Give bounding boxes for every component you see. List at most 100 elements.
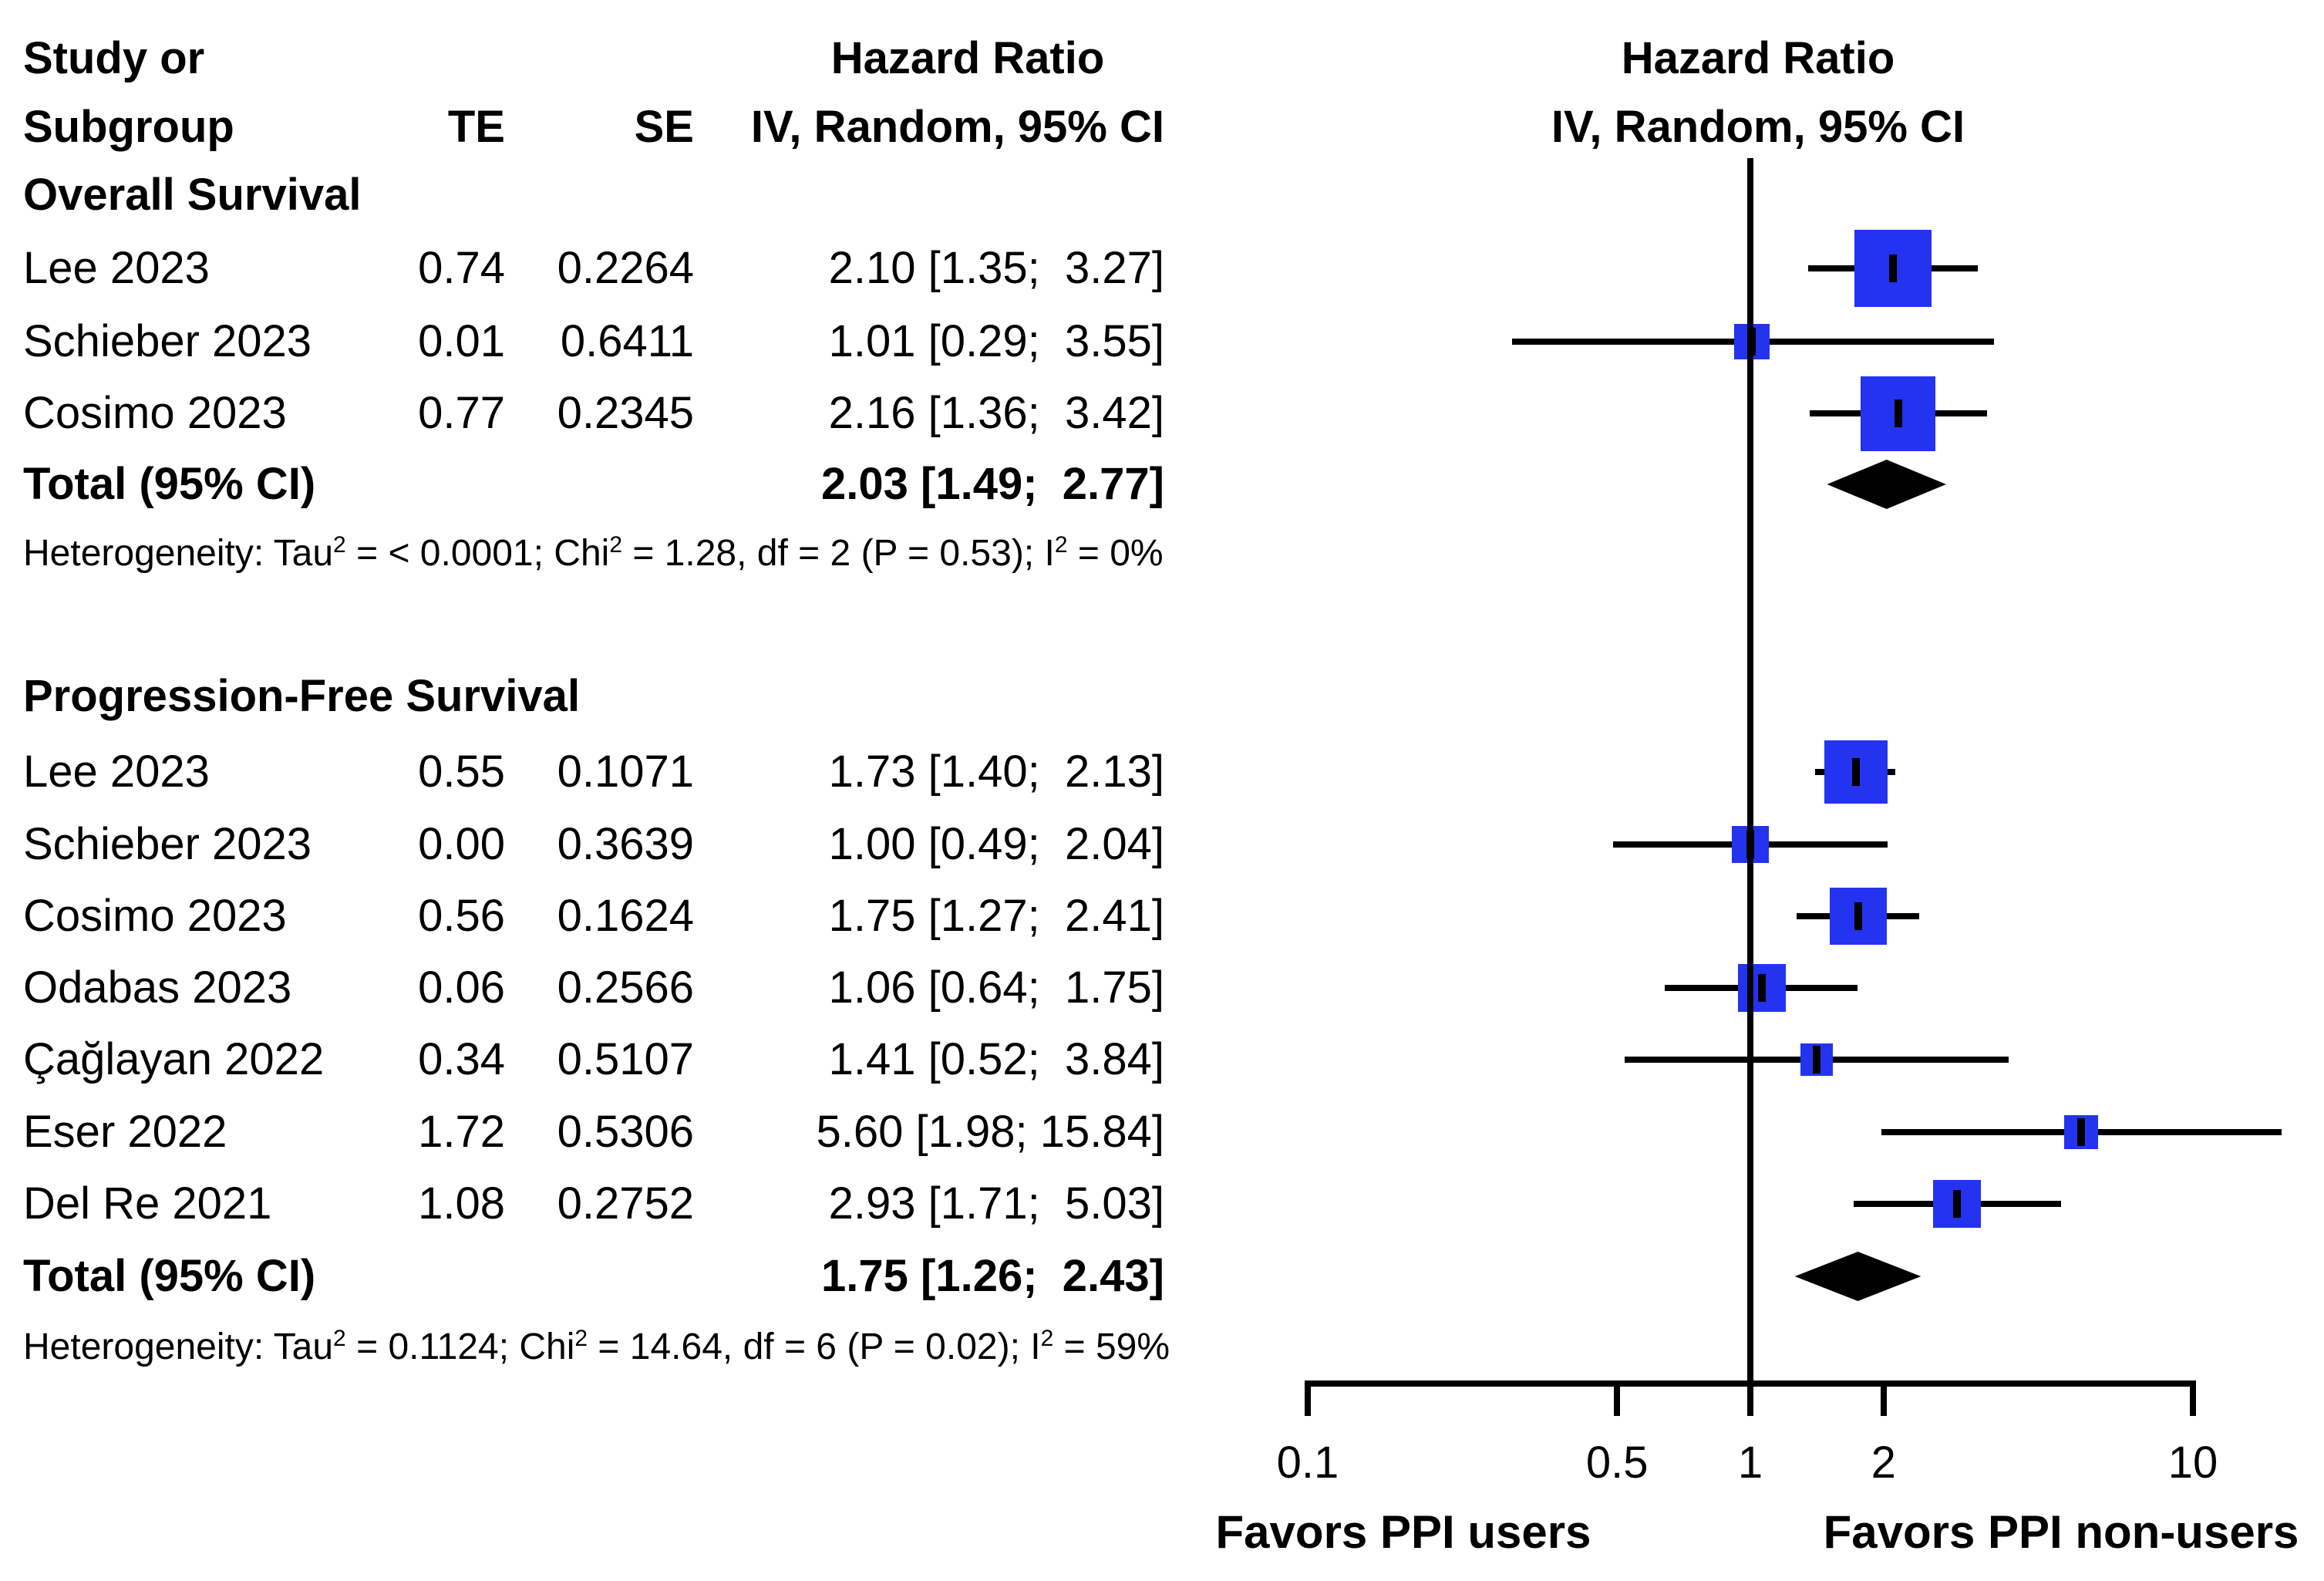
- ci-value: 1.00 [0.49; 2.04]: [828, 819, 1164, 869]
- study-row: Cosimo 2023 0.77 0.2345 2.16 [1.36; 3.42]: [0, 376, 1166, 450]
- se-value: 0.5306: [557, 1107, 694, 1157]
- se-value: 0.6411: [560, 316, 694, 366]
- study-label: Del Re 2021: [23, 1178, 272, 1229]
- total-diamond-marker: [1794, 1252, 1922, 1301]
- header-se: SE: [634, 102, 694, 152]
- point-estimate-tick: [1851, 758, 1860, 786]
- se-value: 0.5107: [557, 1034, 694, 1084]
- study-label: Schieber 2023: [23, 316, 312, 366]
- subgroup-title-label: Overall Survival: [23, 170, 362, 220]
- total-label: Total (95% CI): [23, 1251, 316, 1301]
- x-axis-tick: [1880, 1380, 1887, 1416]
- study-row: Schieber 2023 0.00 0.3639 1.00 [0.49; 2.04]: [0, 807, 1166, 882]
- ci-value: 1.06 [0.64; 1.75]: [828, 962, 1164, 1013]
- study-label: Schieber 2023: [23, 819, 312, 869]
- x-axis-tick-label: 10: [2167, 1438, 2218, 1488]
- se-value: 0.2345: [557, 388, 694, 438]
- point-estimate-tick: [1854, 902, 1862, 930]
- header-hazard-ratio-left: Hazard Ratio: [830, 33, 1105, 83]
- subgroup-title-label: Progression-Free Survival: [23, 671, 581, 721]
- heterogeneity-segment: = 1.28, df = 2 (P = 0.53); I: [622, 533, 1055, 574]
- x-axis-tick-label: 0.1: [1276, 1438, 1339, 1488]
- heterogeneity-segment: = < 0.0001; Chi: [345, 533, 610, 574]
- superscript-2: 2: [609, 532, 622, 558]
- x-axis-tick: [1614, 1380, 1621, 1416]
- se-value: 0.2264: [557, 243, 694, 293]
- study-label: Cosimo 2023: [23, 388, 287, 438]
- te-value: 0.56: [418, 891, 505, 941]
- te-value: 0.74: [418, 243, 505, 293]
- point-estimate-tick: [1812, 1046, 1820, 1074]
- reference-line-hr1: [1747, 158, 1753, 1384]
- header-study-line2: Subgroup: [23, 102, 234, 152]
- heterogeneity-segment: = 59%: [1053, 1326, 1170, 1367]
- ci-value: 2.10 [1.35; 3.27]: [828, 243, 1164, 293]
- heterogeneity-segment: = 14.64, df = 6 (P = 0.02); I: [588, 1326, 1041, 1367]
- total-diamond-marker: [1827, 460, 1946, 509]
- ci-value: 1.01 [0.29; 3.55]: [828, 316, 1164, 366]
- header-ci-method-left: IV, Random, 95% CI: [750, 102, 1164, 152]
- heterogeneity-segment: = 0.1124; Chi: [345, 1326, 575, 1367]
- te-value: 0.77: [418, 388, 505, 438]
- point-estimate-tick: [1952, 1190, 1961, 1218]
- study-row: Eser 2022 1.72 0.5306 5.60 [1.98; 15.84]: [0, 1095, 1166, 1169]
- total-row: Total (95% CI) 2.03 [1.49; 2.77]: [0, 447, 1166, 521]
- superscript-2: 2: [1040, 1326, 1054, 1351]
- heterogeneity-segment: Heterogeneity: Tau: [23, 533, 334, 574]
- superscript-2: 2: [1054, 532, 1068, 558]
- te-value: 0.01: [418, 316, 505, 366]
- study-label: Eser 2022: [23, 1107, 227, 1157]
- ci-value: 5.60 [1.98; 15.84]: [816, 1107, 1164, 1157]
- se-value: 0.3639: [557, 819, 694, 869]
- total-label: Total (95% CI): [23, 459, 316, 509]
- total-row: Total (95% CI) 1.75 [1.26; 2.43]: [0, 1239, 1166, 1313]
- study-row: Del Re 2021 1.08 0.2752 2.93 [1.71; 5.03]: [0, 1167, 1166, 1241]
- point-estimate-tick: [2077, 1118, 2086, 1146]
- te-value: 0.06: [418, 962, 505, 1013]
- ci-value: 1.73 [1.40; 2.13]: [828, 747, 1164, 797]
- study-label: Lee 2023: [23, 747, 210, 797]
- study-row: Schieber 2023 0.01 0.6411 1.01 [0.29; 3.55]: [0, 305, 1166, 379]
- header-ci-method-right: IV, Random, 95% CI: [1551, 102, 1965, 152]
- heterogeneity-text: Heterogeneity: Tau2 = < 0.0001; Chi2 = 1…: [23, 527, 1164, 581]
- favors-right-label: Favors PPI non-users: [1823, 1506, 2299, 1558]
- study-row: Odabas 2023 0.06 0.2566 1.06 [0.64; 1.75]: [0, 951, 1166, 1025]
- te-value: 0.55: [418, 747, 505, 797]
- study-row: Lee 2023 0.55 0.1071 1.73 [1.40; 2.13]: [0, 735, 1166, 809]
- study-row: Cosimo 2023 0.56 0.1624 1.75 [1.27; 2.41]: [0, 879, 1166, 953]
- te-value: 0.34: [418, 1034, 505, 1084]
- header-te: TE: [447, 102, 505, 152]
- ci-value: 2.16 [1.36; 3.42]: [828, 388, 1164, 438]
- point-estimate-tick: [1894, 399, 1902, 427]
- se-value: 0.1624: [557, 891, 694, 941]
- te-value: 1.72: [418, 1107, 505, 1157]
- x-axis-tick-label: 1: [1737, 1438, 1763, 1488]
- ci-value: 2.93 [1.71; 5.03]: [828, 1178, 1164, 1229]
- heterogeneity-segment: Heterogeneity: Tau: [23, 1326, 334, 1367]
- point-estimate-tick: [1888, 255, 1897, 282]
- x-axis-tick: [2190, 1380, 2196, 1416]
- ci-value: 1.41 [0.52; 3.84]: [828, 1034, 1164, 1084]
- ci-value: 1.75 [1.27; 2.41]: [828, 891, 1164, 941]
- total-ci-value: 2.03 [1.49; 2.77]: [821, 459, 1164, 509]
- x-axis-tick-label: 2: [1871, 1438, 1896, 1488]
- favors-left-label: Favors PPI users: [1215, 1506, 1591, 1558]
- header-hazard-ratio-right: Hazard Ratio: [1621, 33, 1895, 83]
- point-estimate-tick: [1757, 974, 1766, 1002]
- study-row: Lee 2023 0.74 0.2264 2.10 [1.35; 3.27]: [0, 231, 1166, 305]
- heterogeneity-text: Heterogeneity: Tau2 = 0.1124; Chi2 = 14.…: [23, 1320, 1170, 1374]
- table-header-line1: Study or Hazard Ratio: [0, 22, 1166, 96]
- study-label: Cosimo 2023: [23, 891, 287, 941]
- total-ci-value: 1.75 [1.26; 2.43]: [821, 1251, 1164, 1301]
- superscript-2: 2: [574, 1326, 588, 1351]
- study-label: Odabas 2023: [23, 962, 292, 1013]
- x-axis-tick: [1747, 1380, 1753, 1416]
- study-label: Çağlayan 2022: [23, 1034, 325, 1084]
- study-row: Çağlayan 2022 0.34 0.5107 1.41 [0.52; 3.84]: [0, 1023, 1166, 1097]
- heterogeneity-segment: = 0%: [1067, 533, 1164, 574]
- se-value: 0.2752: [557, 1178, 694, 1229]
- superscript-2: 2: [333, 532, 346, 558]
- te-value: 1.08: [418, 1178, 505, 1229]
- x-axis-tick-label: 0.5: [1585, 1438, 1649, 1488]
